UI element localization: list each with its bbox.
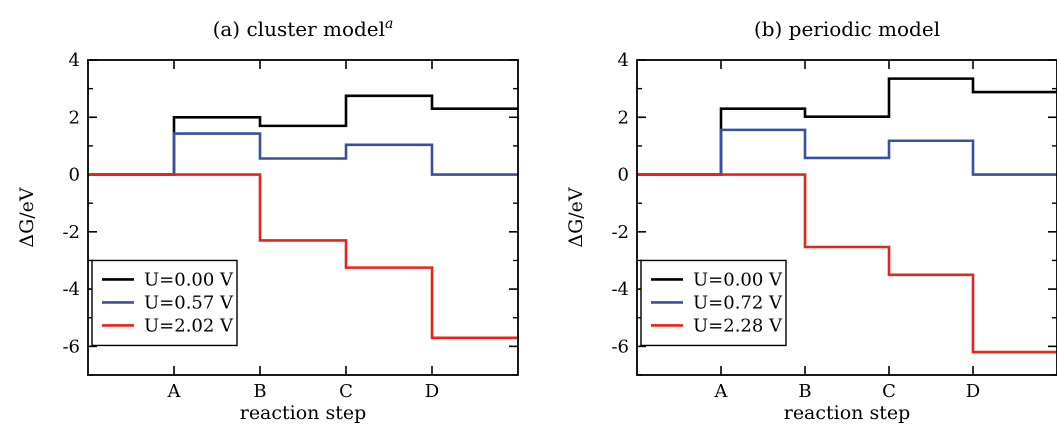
legend-label: U=2.02 V [144, 315, 234, 336]
legend-label: U=0.57 V [144, 292, 234, 313]
y-tick-label: -2 [611, 222, 629, 243]
x-tick-label: B [253, 381, 266, 402]
y-tick-label: -6 [62, 336, 80, 357]
y-tick-label: 2 [69, 107, 80, 128]
plot-frame [87, 59, 519, 376]
chart-title: (a) cluster modela [213, 16, 394, 41]
legend-label: U=0.00 V [693, 269, 783, 290]
legend-label: U=0.72 V [693, 292, 783, 313]
plot-frame [636, 59, 1057, 376]
y-tick-label: 4 [618, 50, 629, 71]
y-tick-label: -4 [62, 279, 80, 300]
series-line-2 [88, 132, 518, 176]
y-tick-label: 2 [618, 107, 629, 128]
chart-title-text: (b) periodic model [754, 17, 940, 41]
x-tick-label: D [425, 381, 439, 402]
x-tick-label: D [966, 381, 980, 402]
series-line-1 [88, 94, 518, 176]
y-tick-label: -4 [611, 279, 629, 300]
y-axis-label: ΔG/eV [16, 187, 38, 248]
y-tick-label: 0 [618, 165, 629, 186]
x-tick-label: B [798, 381, 811, 402]
series-line-1 [637, 77, 1057, 176]
y-tick-label: -6 [611, 336, 629, 357]
series-line-3 [637, 173, 1057, 354]
x-tick-label: A [167, 381, 182, 402]
chart-title-text: (a) cluster model [213, 17, 385, 41]
y-tick-label: -2 [62, 222, 80, 243]
y-axis-label: ΔG/eV [565, 187, 587, 248]
chart-panel-b: (b) periodic model 4 2 0 -2 -4 -6 A B C Dreaction … [565, 17, 1057, 424]
x-axis-label: reaction step [784, 402, 911, 424]
series-group [637, 77, 1057, 354]
x-tick-label: C [882, 381, 896, 402]
series-group [88, 94, 518, 340]
y-tick-label: 0 [69, 165, 80, 186]
legend-label: U=2.28 V [693, 315, 783, 336]
legend-box [640, 259, 787, 347]
y-tick-label: 4 [69, 50, 80, 71]
x-tick-label: C [339, 381, 353, 402]
legend-label: U=0.00 V [144, 269, 234, 290]
x-tick-label: A [714, 381, 729, 402]
x-axis-label: reaction step [240, 402, 367, 424]
series-line-2 [637, 128, 1057, 176]
chart-panel-a: (a) cluster modela 4 2 0 -2 -4 -6 A B C Dreaction … [16, 16, 519, 424]
chart-title: (b) periodic model [754, 17, 940, 41]
chart-title-superscript: a [385, 16, 393, 32]
series-line-3 [88, 173, 518, 340]
